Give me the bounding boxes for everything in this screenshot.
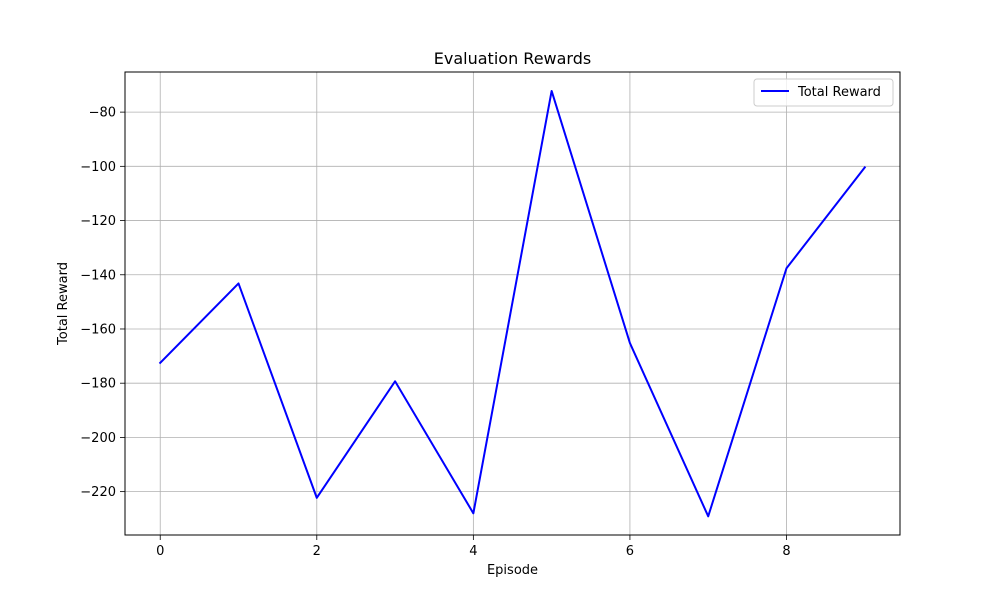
series-layer [158, 89, 867, 518]
chart-title: Evaluation Rewards [434, 49, 591, 68]
grid [125, 72, 900, 535]
y-tick-label: −180 [80, 377, 116, 392]
y-tick-label: −160 [80, 322, 116, 337]
y-tick-label: −200 [80, 431, 116, 446]
x-tick-label: 8 [782, 544, 790, 559]
axis-ticks: 0 2 4 6 8 −220 −200 −180 −160 −140 −120 −100 −80 [80, 106, 790, 559]
x-tick-label: 0 [156, 544, 164, 559]
x-tick-label: 2 [313, 544, 321, 559]
y-tick-label: −100 [80, 160, 116, 175]
plot-area-frame [124, 71, 901, 536]
y-tick-label: −120 [80, 214, 116, 229]
legend: Total Reward [753, 78, 894, 107]
y-tick-label: −80 [89, 106, 116, 121]
y-tick-label: −140 [80, 268, 116, 283]
legend-box [753, 78, 894, 107]
y-axis-label: Total Reward [56, 262, 71, 346]
x-tick-label: 6 [626, 544, 634, 559]
series-line-total-reward [158, 89, 867, 518]
x-tick-label: 4 [469, 544, 477, 559]
x-axis-label: Episode [487, 563, 538, 578]
y-tick-label: −220 [80, 485, 116, 500]
legend-label-total-reward: Total Reward [797, 85, 881, 100]
